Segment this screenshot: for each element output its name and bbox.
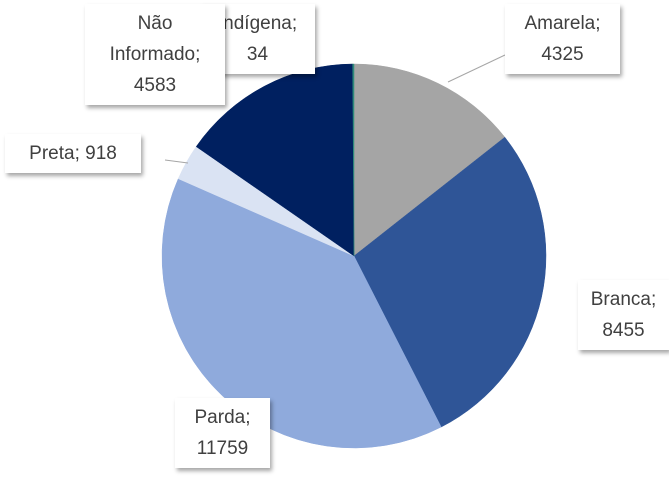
label-head: Branca; xyxy=(591,289,656,310)
label-separator: ; xyxy=(650,289,657,310)
data-label: Não Informado; 4583 xyxy=(85,4,225,105)
label-separator: ; xyxy=(291,13,298,34)
label-value: 11759 xyxy=(196,438,249,459)
label-value: 4325 xyxy=(541,44,584,65)
label-category: Parda xyxy=(194,407,246,428)
label-head: Preta; xyxy=(29,143,80,164)
label-separator: ; xyxy=(245,407,251,428)
label-separator: ; xyxy=(74,143,80,164)
pie-slice xyxy=(161,178,442,449)
pie-slice xyxy=(352,63,355,257)
label-value: 34 xyxy=(246,44,269,65)
label-value: 4583 xyxy=(133,75,177,96)
pie-slice xyxy=(353,63,506,257)
label-head: Não Informado; xyxy=(99,8,211,70)
data-label: Parda; 11759 xyxy=(175,398,270,468)
label-head: Parda; xyxy=(195,407,251,428)
leader-line xyxy=(447,54,506,83)
label-separator: ; xyxy=(595,13,601,34)
label-separator: ; xyxy=(195,44,201,65)
label-value: 918 xyxy=(85,143,117,164)
data-label: Branca; 8455 xyxy=(578,280,669,350)
label-category: Branca xyxy=(590,289,651,310)
label-category: Indígena xyxy=(217,13,292,34)
label-category: Não Informado xyxy=(109,13,196,65)
label-head: Amarela; xyxy=(524,13,600,34)
data-label: Amarela; 4325 xyxy=(505,4,620,74)
data-label: Preta; 918 xyxy=(5,134,141,173)
label-value: 8455 xyxy=(602,320,645,341)
leader-line xyxy=(164,159,189,164)
label-head: Indígena; xyxy=(218,13,297,34)
pie-slice xyxy=(195,63,355,257)
label-category: Preta xyxy=(29,143,75,164)
label-category: Amarela xyxy=(524,13,596,34)
pie-slice xyxy=(353,136,547,428)
